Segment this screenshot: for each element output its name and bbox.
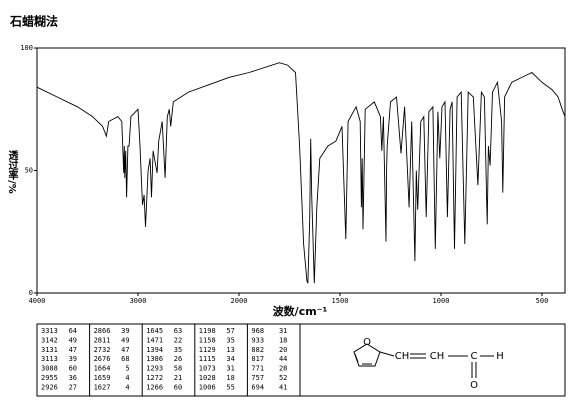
table-cell: 1073 bbox=[199, 365, 216, 373]
y-tick-label: 100 bbox=[20, 44, 33, 52]
table-cell: 27 bbox=[69, 383, 77, 391]
chart-title: 石蜡糊法 bbox=[9, 14, 58, 29]
spectrum-line bbox=[36, 62, 566, 284]
table-cell: 3088 bbox=[41, 365, 58, 373]
table-cell: 41 bbox=[279, 383, 287, 391]
table-cell: 49 bbox=[69, 336, 77, 344]
atom-label: C bbox=[471, 351, 478, 362]
table-cell: 57 bbox=[226, 327, 234, 335]
table-cell: 3313 bbox=[41, 327, 58, 335]
bond bbox=[379, 351, 395, 357]
table-cell: 2955 bbox=[41, 374, 58, 382]
x-tick-label: 4000 bbox=[29, 297, 46, 305]
table-cell: 35 bbox=[226, 336, 234, 344]
atom-label: O bbox=[363, 337, 371, 348]
table-cell: 694 bbox=[251, 383, 264, 391]
table-cell: 47 bbox=[69, 346, 77, 354]
table-cell: 1471 bbox=[146, 336, 163, 344]
table-cell: 1386 bbox=[146, 355, 163, 363]
table-cell: 4 bbox=[125, 383, 129, 391]
x-tick-label: 1500 bbox=[332, 297, 349, 305]
table-cell: 39 bbox=[121, 327, 129, 335]
table-cell: 1198 bbox=[199, 327, 216, 335]
table-cell: 28 bbox=[279, 365, 287, 373]
table-cell: 52 bbox=[279, 374, 287, 382]
table-cell: 20 bbox=[279, 346, 287, 354]
table-cell: 2926 bbox=[41, 383, 58, 391]
table-cell: 47 bbox=[121, 346, 129, 354]
x-tick-label: 1000 bbox=[433, 297, 450, 305]
table-cell: 35 bbox=[174, 346, 182, 354]
table-cell: 36 bbox=[69, 374, 77, 382]
y-axis-label: 透过率/% bbox=[6, 149, 18, 194]
table-frame bbox=[36, 323, 566, 397]
table-cell: 18 bbox=[279, 336, 287, 344]
ring-bond bbox=[354, 353, 359, 363]
table-cell: 1293 bbox=[146, 365, 163, 373]
table-cell: 63 bbox=[174, 327, 182, 335]
table-cell: 5 bbox=[125, 365, 129, 373]
table-cell: 2811 bbox=[94, 336, 111, 344]
table-cell: 26 bbox=[174, 355, 182, 363]
table-cell: 55 bbox=[226, 383, 234, 391]
table-cell: 771 bbox=[251, 365, 264, 373]
table-cell: 3142 bbox=[41, 336, 58, 344]
atom-label: O bbox=[470, 380, 478, 391]
table-cell: 3131 bbox=[41, 346, 58, 354]
table-cell: 60 bbox=[174, 383, 182, 391]
y-tick-label: 0 bbox=[29, 289, 33, 297]
table-cell: 13 bbox=[226, 346, 234, 354]
table-cell: 64 bbox=[69, 327, 77, 335]
atom-label: H bbox=[496, 351, 504, 362]
table-cell: 1115 bbox=[199, 355, 216, 363]
table-cell: 3113 bbox=[41, 355, 58, 363]
table-cell: 58 bbox=[174, 365, 182, 373]
table-cell: 1006 bbox=[199, 383, 216, 391]
table-cell: 18 bbox=[226, 374, 234, 382]
table-cell: 2866 bbox=[94, 327, 111, 335]
atom-label: CH bbox=[395, 351, 410, 362]
table-cell: 1028 bbox=[199, 374, 216, 382]
table-cell: 1659 bbox=[94, 374, 111, 382]
table-cell: 882 bbox=[251, 346, 264, 354]
table-cell: 1627 bbox=[94, 383, 111, 391]
table-cell: 1664 bbox=[94, 365, 111, 373]
table-cell: 968 bbox=[251, 327, 264, 335]
x-tick-label: 3000 bbox=[130, 297, 147, 305]
table-cell: 34 bbox=[226, 355, 234, 363]
table-cell: 1272 bbox=[146, 374, 163, 382]
y-tick-label: 50 bbox=[25, 167, 33, 175]
x-tick-label: 500 bbox=[536, 297, 549, 305]
table-cell: 1645 bbox=[146, 327, 163, 335]
x-tick-label: 2000 bbox=[231, 297, 248, 305]
table-cell: 1129 bbox=[199, 346, 216, 354]
table-cell: 49 bbox=[121, 336, 129, 344]
table-cell: 31 bbox=[279, 327, 287, 335]
table-cell: 22 bbox=[174, 336, 182, 344]
table-cell: 4 bbox=[125, 374, 129, 382]
table-cell: 817 bbox=[251, 355, 264, 363]
table-cell: 60 bbox=[69, 365, 77, 373]
table-cell: 68 bbox=[121, 355, 129, 363]
table-cell: 44 bbox=[279, 355, 287, 363]
structure bbox=[353, 343, 494, 378]
table-cell: 21 bbox=[174, 374, 182, 382]
x-axis-label: 波数/cm⁻¹ bbox=[273, 304, 328, 318]
table-cell: 31 bbox=[226, 365, 234, 373]
table-cell: 757 bbox=[251, 374, 264, 382]
table-cell: 1158 bbox=[199, 336, 216, 344]
atom-label: CH bbox=[430, 351, 445, 362]
table-cell: 933 bbox=[251, 336, 264, 344]
table-cell: 1266 bbox=[146, 383, 163, 391]
furan-ring bbox=[353, 343, 381, 367]
table-cell: 39 bbox=[69, 355, 77, 363]
table-cell: 1394 bbox=[146, 346, 163, 354]
table-cell: 2732 bbox=[94, 346, 111, 354]
table-cell: 2676 bbox=[94, 355, 111, 363]
